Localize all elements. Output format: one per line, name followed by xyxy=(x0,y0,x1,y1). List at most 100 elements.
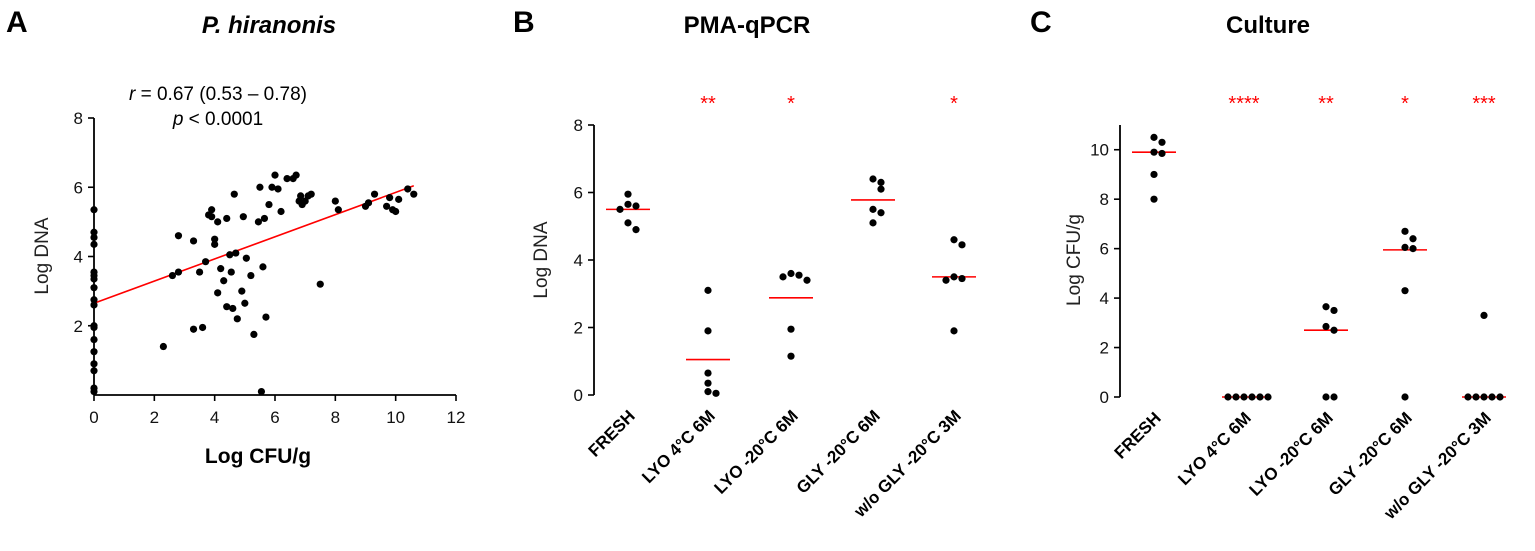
scatter-point xyxy=(229,304,237,313)
scatter-point xyxy=(90,367,98,375)
data-point xyxy=(1322,393,1330,401)
data-point xyxy=(1401,227,1409,235)
x-tick-label: 12 xyxy=(447,408,466,427)
data-point xyxy=(1401,287,1409,295)
scatter-point xyxy=(257,387,266,396)
data-point xyxy=(795,271,803,279)
scatter-point xyxy=(383,202,391,210)
scatter-point xyxy=(189,237,198,245)
panel-a-title: P. hiranonis xyxy=(202,12,336,39)
y-tick-label: 4 xyxy=(1100,289,1109,308)
data-point xyxy=(1330,326,1338,334)
scatter-point xyxy=(223,214,231,223)
scatter-point xyxy=(238,287,246,295)
data-point xyxy=(1248,393,1256,401)
data-point xyxy=(877,178,885,186)
scatter-point xyxy=(364,199,373,207)
category-label: FRESH xyxy=(1111,408,1165,462)
scatter-point xyxy=(370,190,379,198)
data-point xyxy=(1150,133,1158,141)
scatter-point xyxy=(292,171,300,179)
data-point xyxy=(632,202,640,210)
panel-b-title: PMA-qPCR xyxy=(684,12,811,39)
data-point xyxy=(787,269,795,278)
panel-b-y-ticks: 0 2 4 6 8 xyxy=(574,116,594,405)
data-point xyxy=(779,273,787,281)
y-tick-label: 2 xyxy=(1100,339,1109,358)
scatter-point xyxy=(214,289,222,297)
scatter-point xyxy=(233,315,241,323)
data-point xyxy=(877,185,885,193)
y-tick-label: 4 xyxy=(74,248,83,267)
data-point xyxy=(1150,195,1158,203)
category-label: GLY -20°C 6M xyxy=(1325,408,1416,499)
panel-a: A P. hiranonis r = 0.67 (0.53 – 0.78) p … xyxy=(6,6,465,468)
panel-letter-c: C xyxy=(1030,6,1052,39)
panel-b-significance: ** * * xyxy=(700,93,958,115)
data-point xyxy=(1256,393,1264,401)
category-label: LYO -20°C 6M xyxy=(711,406,802,497)
x-tick-label: 4 xyxy=(210,408,219,427)
data-point xyxy=(950,236,958,244)
data-point xyxy=(1480,393,1488,401)
panel-a-y-label: Log DNA xyxy=(32,217,53,294)
panel-a-points xyxy=(90,171,418,396)
scatter-point xyxy=(392,207,400,216)
data-point xyxy=(704,286,712,294)
y-tick-label: 8 xyxy=(1100,190,1109,209)
significance-marker: * xyxy=(950,93,958,115)
panel-b-medians xyxy=(606,199,976,361)
scatter-point xyxy=(297,192,305,200)
data-point xyxy=(1224,393,1232,401)
scatter-point xyxy=(239,213,247,221)
scatter-point xyxy=(395,195,403,203)
scatter-point xyxy=(211,240,219,248)
y-tick-label: 0 xyxy=(574,386,583,405)
data-point xyxy=(1401,243,1409,251)
y-tick-label: 2 xyxy=(74,317,83,336)
data-point xyxy=(616,205,624,213)
panel-c-medians xyxy=(1132,151,1506,398)
category-label: GLY -20°C 6M xyxy=(793,406,884,497)
data-point xyxy=(704,388,712,396)
scatter-point xyxy=(168,271,177,280)
scatter-point xyxy=(90,284,98,292)
panel-b-y-label: Log DNA xyxy=(531,221,552,298)
panel-letter-b: B xyxy=(513,6,535,39)
category-label: LYO 4°C 6M xyxy=(1174,408,1255,489)
scatter-point xyxy=(242,254,250,262)
scatter-point xyxy=(256,183,264,191)
y-tick-label: 6 xyxy=(74,178,83,197)
scatter-point xyxy=(241,299,249,307)
panel-c: C Culture 0 2 4 6 8 10 Log CFU/g FRESH LYO 4°C… xyxy=(1030,6,1506,524)
scatter-point xyxy=(386,194,394,202)
significance-marker: * xyxy=(787,93,795,115)
panel-c-y-label: Log CFU/g xyxy=(1064,214,1085,306)
panel-a-y-ticks: 2 4 6 8 xyxy=(74,109,94,336)
scatter-point xyxy=(90,336,98,344)
y-tick-label: 6 xyxy=(574,184,583,203)
panel-a-x-label: Log CFU/g xyxy=(205,445,311,468)
data-point xyxy=(869,219,877,227)
data-point xyxy=(704,379,712,387)
data-point xyxy=(869,175,877,183)
data-point xyxy=(1150,148,1158,156)
x-tick-label: 8 xyxy=(331,408,340,427)
scatter-point xyxy=(247,271,255,280)
scatter-point xyxy=(226,251,234,259)
scatter-point xyxy=(174,268,183,276)
panel-a-p-stat: p < 0.0001 xyxy=(172,109,263,130)
scatter-point xyxy=(220,277,228,285)
data-point xyxy=(1409,235,1417,243)
category-label: LYO 4°C 6M xyxy=(638,406,719,487)
scatter-point xyxy=(230,190,238,198)
significance-marker: ** xyxy=(1318,93,1334,115)
data-point xyxy=(787,352,795,360)
data-point xyxy=(1472,393,1480,401)
panel-a-x-ticks: 0 2 4 6 8 10 12 xyxy=(89,395,465,427)
panel-c-y-ticks: 0 2 4 6 8 10 xyxy=(1090,141,1120,407)
scatter-point xyxy=(277,207,285,216)
data-point xyxy=(1330,306,1338,315)
